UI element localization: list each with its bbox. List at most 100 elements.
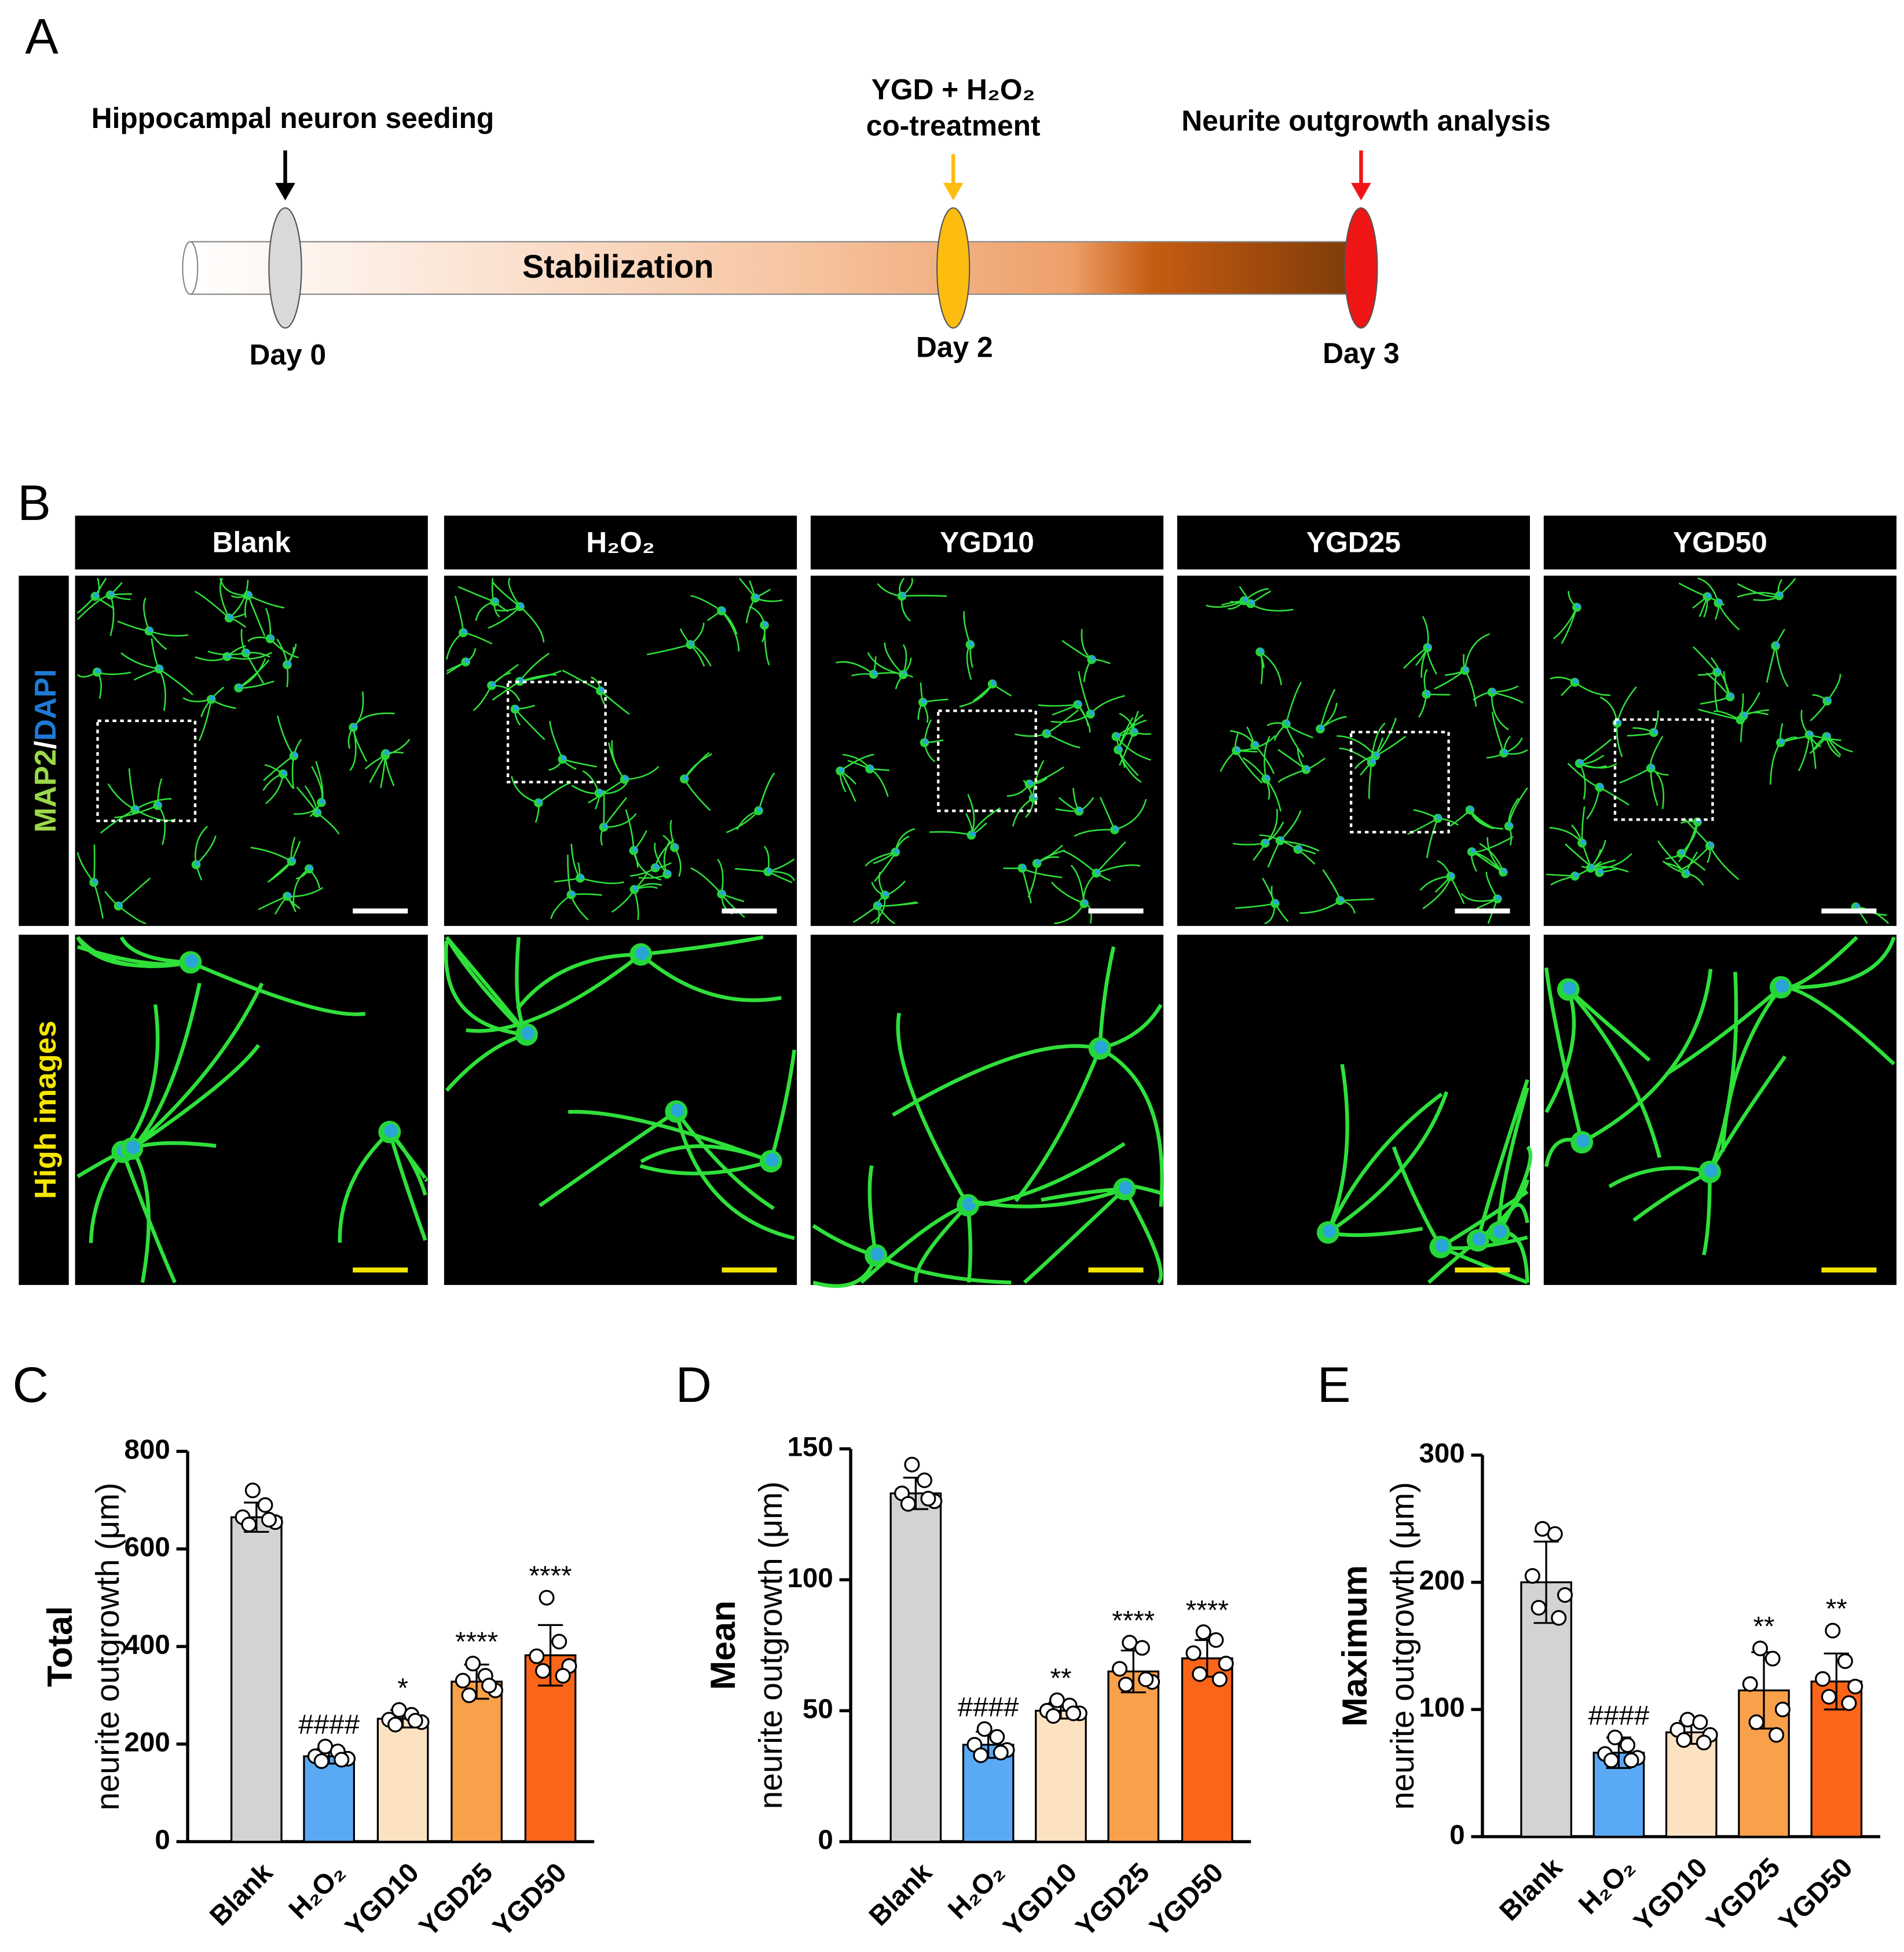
neurite bbox=[120, 638, 193, 711]
nucleus bbox=[872, 670, 878, 676]
nucleus bbox=[1425, 690, 1431, 696]
nucleus bbox=[1742, 712, 1748, 717]
nucleus bbox=[156, 801, 162, 807]
x-tick-label: YGD50 bbox=[1773, 1852, 1859, 1938]
charts: C Total neurite outgrowth (μm) 0 200 400 600 80… bbox=[13, 1357, 1880, 1943]
row-label-part: / bbox=[28, 741, 62, 749]
day-label: Day 3 bbox=[1323, 337, 1400, 369]
y-tick-label: 50 bbox=[803, 1694, 833, 1724]
nucleus bbox=[521, 1026, 535, 1041]
neurite bbox=[1299, 869, 1374, 914]
column-header bbox=[810, 515, 1164, 570]
nucleus bbox=[635, 946, 649, 960]
nucleus bbox=[665, 870, 671, 876]
nucleus bbox=[307, 865, 313, 870]
nucleus bbox=[689, 640, 695, 646]
neurite bbox=[1544, 988, 1662, 1158]
nucleus bbox=[237, 684, 243, 690]
neurite bbox=[1050, 865, 1092, 925]
nucleus bbox=[921, 698, 927, 704]
nucleus bbox=[1132, 728, 1138, 734]
nucleus bbox=[1652, 728, 1658, 734]
data-point bbox=[1192, 1666, 1208, 1682]
nucleus bbox=[1264, 839, 1269, 845]
row-label: High images bbox=[28, 1021, 62, 1199]
nucleus bbox=[1249, 599, 1255, 605]
data-point bbox=[920, 1490, 936, 1507]
panel-label: C bbox=[13, 1357, 49, 1413]
nucleus bbox=[968, 640, 975, 646]
nucleus bbox=[158, 665, 163, 671]
column-header bbox=[1543, 515, 1897, 570]
nucleus bbox=[384, 1124, 398, 1138]
nucleus bbox=[1825, 697, 1832, 703]
data-point bbox=[993, 1745, 1009, 1761]
phase-label: Stabilization bbox=[522, 248, 714, 285]
bar bbox=[962, 1744, 1015, 1843]
nucleus bbox=[281, 770, 287, 775]
nucleus bbox=[1082, 899, 1089, 905]
row-label-part: DAPI bbox=[28, 669, 62, 741]
nucleus bbox=[1090, 655, 1096, 661]
day-marker bbox=[1344, 207, 1378, 329]
data-point bbox=[976, 1721, 993, 1737]
neurite bbox=[588, 740, 660, 804]
x-tick-label: YGD10 bbox=[998, 1857, 1083, 1943]
x-tick-label: YGD10 bbox=[339, 1857, 425, 1943]
neurite bbox=[1326, 1064, 1449, 1237]
nucleus bbox=[1114, 733, 1121, 738]
neurite bbox=[1665, 936, 1896, 1152]
neurite bbox=[338, 1130, 428, 1243]
nucleus bbox=[1502, 868, 1507, 874]
nucleus bbox=[1562, 982, 1577, 995]
nucleus bbox=[1304, 766, 1310, 771]
data-point bbox=[1620, 1737, 1636, 1753]
x-tick-label: H₂O₂ bbox=[283, 1857, 351, 1925]
step-title: Hippocampal neuron seeding bbox=[91, 102, 495, 134]
nucleus bbox=[1774, 642, 1779, 647]
nucleus bbox=[1470, 848, 1476, 854]
panel-label: D bbox=[676, 1357, 712, 1413]
x-tick-label: YGD25 bbox=[1701, 1852, 1786, 1938]
y-tick-label: 0 bbox=[1449, 1819, 1464, 1850]
nucleus bbox=[962, 1197, 976, 1211]
neurite bbox=[77, 577, 115, 614]
nucleus bbox=[1729, 693, 1734, 698]
nucleus bbox=[602, 823, 608, 829]
neurite bbox=[1027, 844, 1065, 898]
nucleus bbox=[1490, 688, 1496, 694]
nucleus bbox=[518, 677, 524, 683]
zoom-box bbox=[506, 680, 607, 783]
nucleus bbox=[1264, 775, 1270, 781]
nucleus bbox=[1077, 807, 1083, 813]
nucleus bbox=[671, 1103, 684, 1118]
x-tick-label: Blank bbox=[204, 1857, 279, 1932]
nucleus bbox=[1035, 859, 1041, 865]
nucleus bbox=[1573, 678, 1579, 684]
nucleus bbox=[116, 902, 123, 908]
nucleus bbox=[1338, 896, 1345, 902]
data-point bbox=[535, 1663, 551, 1679]
neurite bbox=[690, 859, 745, 918]
data-point bbox=[1676, 1732, 1692, 1748]
data-point bbox=[1841, 1695, 1857, 1711]
nucleus bbox=[753, 594, 760, 600]
nucleus bbox=[870, 1247, 884, 1261]
neurite bbox=[1608, 972, 1787, 1255]
y-tick-label: 150 bbox=[787, 1432, 833, 1463]
nucleus bbox=[1589, 864, 1595, 870]
neurite bbox=[1473, 685, 1524, 731]
data-point bbox=[257, 1497, 273, 1513]
neurite bbox=[625, 809, 662, 881]
day-label: Day 0 bbox=[250, 338, 327, 371]
nucleus bbox=[1296, 845, 1302, 851]
nucleus bbox=[1253, 741, 1259, 747]
arrow-head bbox=[275, 182, 295, 201]
nucleus bbox=[1319, 725, 1324, 731]
data-point bbox=[1065, 1705, 1082, 1722]
nucleus bbox=[1235, 746, 1240, 752]
data-point bbox=[1134, 1640, 1150, 1656]
row-label-box bbox=[19, 935, 69, 1286]
y-tick-label: 600 bbox=[125, 1532, 170, 1562]
neurite bbox=[130, 982, 264, 1283]
